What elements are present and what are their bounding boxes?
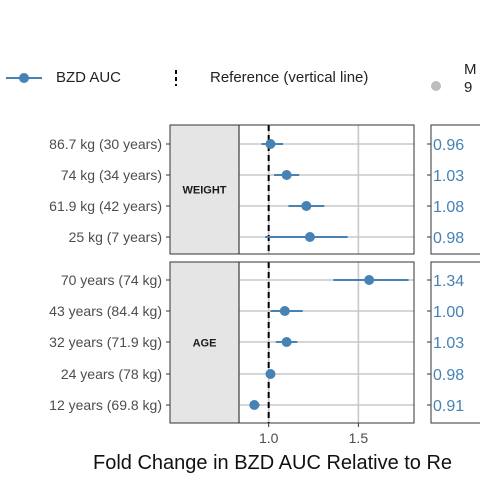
y-tick-label: 70 years (74 kg) (61, 272, 162, 288)
y-tick-label: 32 years (71.9 kg) (49, 334, 162, 350)
x-tick-label: 1.0 (259, 430, 279, 446)
value-label: 0.91 (433, 398, 464, 415)
value-label: 1.03 (433, 168, 464, 185)
panel-border-age (169, 261, 415, 424)
legend-label-reference: Reference (vertical line) (210, 69, 369, 86)
facet-label-age: AGE (193, 338, 217, 350)
data-point (281, 337, 292, 347)
y-tick-label: 12 years (69.8 kg) (49, 397, 162, 413)
value-label: 0.96 (433, 137, 464, 154)
y-tick-label: 61.9 kg (42 years) (49, 198, 162, 214)
value-panel-border-weight (430, 124, 480, 255)
data-point (265, 369, 276, 379)
value-label: 0.98 (433, 230, 464, 247)
y-tick-label: 25 kg (7 years) (69, 229, 162, 245)
x-axis-title: Fold Change in BZD AUC Relative to Re (93, 452, 453, 474)
data-point (364, 275, 375, 285)
facet-strip-weight (170, 125, 239, 254)
data-point (301, 201, 312, 211)
panel-border-weight (169, 124, 415, 255)
data-point (281, 170, 292, 180)
data-point (265, 139, 276, 149)
y-tick-label: 74 kg (34 years) (61, 167, 162, 183)
facet-label-weight: WEIGHT (183, 185, 227, 197)
facet-strip-age (170, 262, 239, 423)
legend-label-third-line2: 9 (464, 79, 473, 96)
y-tick-label: 43 years (84.4 kg) (49, 303, 162, 319)
data-point (304, 232, 315, 242)
y-tick-label: 86.7 kg (30 years) (49, 136, 162, 152)
value-label: 1.03 (433, 335, 464, 352)
legend-item-reference: Reference (vertical line) (168, 70, 368, 86)
data-point (279, 306, 290, 316)
value-label: 1.08 (433, 199, 464, 216)
data-point (249, 400, 260, 410)
value-label: 0.98 (433, 367, 464, 384)
legend: BZD AUC Reference (vertical line) M 9 (0, 62, 480, 102)
legend-label-third-line1: M (464, 61, 477, 78)
legend-item-bzd-auc: BZD AUC (6, 70, 121, 86)
value-label: 1.00 (433, 304, 464, 321)
x-tick-label: 1.5 (349, 430, 369, 446)
y-tick-label: 24 years (78 kg) (61, 366, 162, 382)
legend-dashed-line-icon (175, 70, 177, 86)
legend-grey-dot-icon (431, 81, 441, 91)
value-label: 1.34 (433, 273, 464, 290)
legend-item-third: M 9 (428, 62, 477, 102)
legend-series-line-dot-icon (6, 73, 42, 83)
legend-label-bzd-auc: BZD AUC (56, 69, 122, 86)
